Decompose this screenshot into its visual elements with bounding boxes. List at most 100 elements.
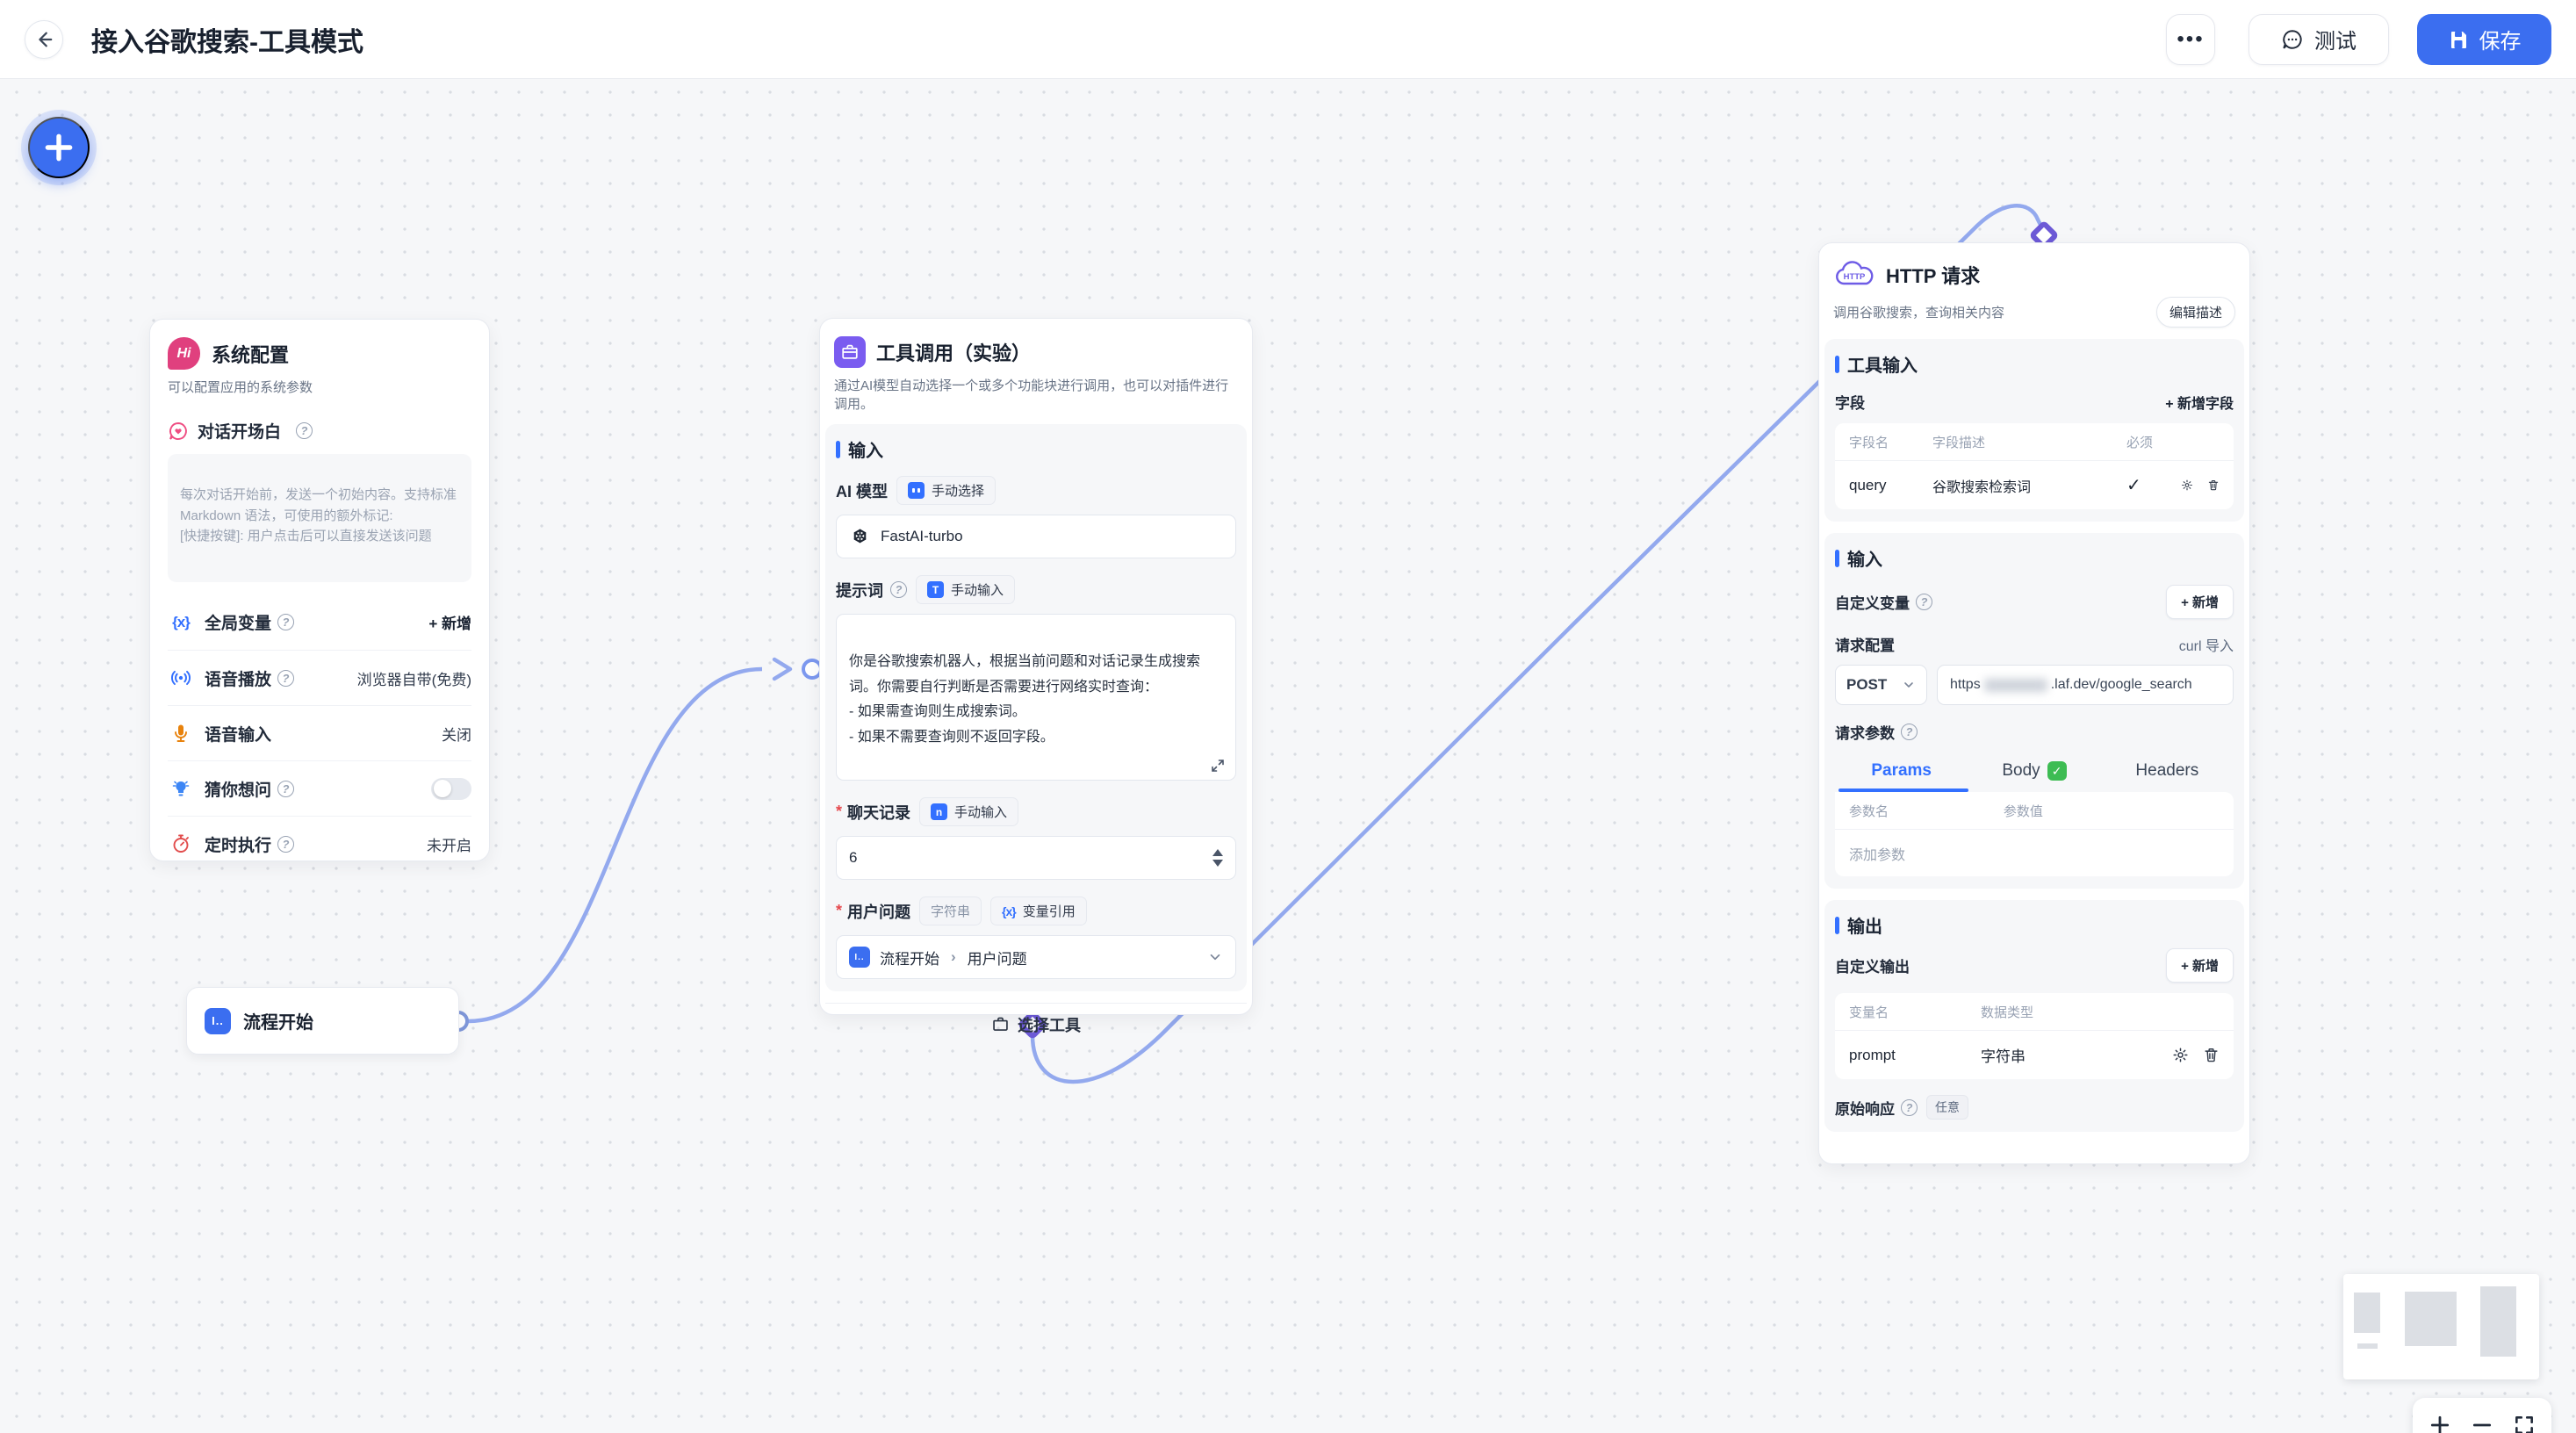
http-subtitle: 调用谷歌搜索，查询相关内容 [1833,306,2005,320]
required-check: ✓ [2126,476,2141,495]
chat-history-number-input[interactable]: 6 [836,836,1236,880]
field-desc: 谷歌搜索检索词 [1932,479,2032,495]
flow-canvas[interactable]: Hi 系统配置 可以配置应用的系统参数 对话开场白 ? 每次对话开始前，发送一个… [0,79,2576,1433]
http-request-node[interactable]: HTTP HTTP 请求 调用谷歌搜索，查询相关内容 编辑描述 工具输入 字段 … [1818,242,2250,1164]
trash-icon[interactable] [2203,1047,2220,1063]
prompt-input-mode-tag[interactable]: T 手动输入 [916,575,1016,604]
output-var-type: 字符串 [1981,1048,2026,1065]
add-variable-button[interactable]: + 新增 [2166,585,2234,619]
variable-ref-tag[interactable]: {x} 变量引用 [990,897,1087,925]
prompt-textarea[interactable]: 你是谷歌搜索机器人，根据当前问题和对话记录生成搜索词。你需要自行判断是否需要进行… [836,614,1236,781]
help-icon[interactable]: ? [277,614,295,630]
test-button[interactable]: 测试 [2249,13,2389,65]
http-tool-input-panel: 工具输入 字段 + 新增字段 字段名 字段描述 必须 query 谷歌搜索检索词 [1824,339,2244,522]
params-table: 参数名 参数值 添加参数 [1835,792,2234,876]
history-input-mode-tag[interactable]: n 手动输入 [919,797,1019,826]
help-icon[interactable]: ? [277,835,295,853]
more-button[interactable]: ••• [2166,13,2215,65]
chevron-down-icon [1904,682,1913,688]
svg-text:HTTP: HTTP [1844,272,1866,282]
openai-logo-icon [853,528,867,543]
more-icon: ••• [2177,26,2205,51]
microphone-icon [175,724,187,742]
test-label: 测试 [2314,30,2357,54]
zoom-out-button[interactable] [2469,1412,2495,1433]
add-variable-action[interactable]: + 新增 [428,616,471,632]
url-input[interactable]: https .laf.dev/google_search [1937,665,2234,705]
robot-icon [908,482,925,499]
tab-body[interactable]: Body ✓ [1968,750,2100,792]
suggested-questions-toggle[interactable] [431,777,471,800]
help-icon[interactable]: ? [1901,1098,1918,1116]
number-stepper[interactable] [1212,849,1223,867]
system-config-title: 系统配置 [212,343,290,366]
zoom-in-button[interactable] [2427,1412,2453,1433]
welcome-textarea[interactable]: 每次对话开始前，发送一个初始内容。支持标准 Markdown 语法，可使用的额外… [168,454,471,582]
fit-view-button[interactable] [2511,1412,2537,1433]
save-button[interactable]: 保存 [2417,13,2551,65]
add-param-row[interactable]: 添加参数 [1835,829,2234,876]
ai-model-select[interactable]: FastAI-turbo [836,515,1236,558]
resize-handle-icon[interactable] [453,565,469,580]
row-suggested-questions[interactable]: 猜你想问? [168,760,471,816]
add-output-button[interactable]: + 新增 [2166,948,2234,983]
gear-icon[interactable] [2172,1047,2189,1063]
trash-icon[interactable] [2207,477,2220,493]
tool-input-panel: 输入 AI 模型 手动选择 FastAI-turbo [825,424,1247,991]
method-select[interactable]: POST [1835,665,1927,705]
http-title: HTTP 请求 [1886,265,1981,287]
target-handle-ring[interactable] [802,659,823,680]
help-icon[interactable]: ? [890,581,907,598]
system-config-header: Hi 系统配置 [168,337,471,370]
edit-description-button[interactable]: 编辑描述 [2155,297,2235,328]
col-param-name: 参数名 [1849,803,1889,819]
curl-import-button[interactable]: curl 导入 [2178,638,2234,654]
help-icon[interactable]: ? [296,422,313,439]
model-select-mode-tag[interactable]: 手动选择 [896,476,997,505]
custom-output-label: 自定义输出 [1835,959,1910,976]
flow-start-node[interactable]: I.. 流程开始 [186,987,459,1055]
braces-x-icon: {x} [1002,904,1017,918]
help-icon[interactable]: ? [277,669,295,687]
add-node-button[interactable] [28,117,90,178]
input-section-title: 输入 [848,442,883,461]
top-bar: 接入谷歌搜索-工具模式 ••• 测试 保存 [0,0,2576,79]
select-tool-button[interactable]: 选择工具 [825,1003,1247,1045]
row-global-variables[interactable]: {x} 全局变量? + 新增 [168,594,471,650]
help-icon[interactable]: ? [277,780,295,797]
minimap-node [2405,1292,2457,1346]
help-icon[interactable]: ? [1901,724,1918,740]
minus-icon [2472,1423,2492,1427]
tab-headers[interactable]: Headers [2135,761,2199,780]
field-row-query[interactable]: query 谷歌搜索检索词 ✓ [1835,460,2234,509]
chat-history-value: 6 [849,849,858,866]
help-icon[interactable]: ? [1916,594,1932,610]
redacted-domain [1983,678,2047,692]
row-voice-input[interactable]: 语音输入 关闭 [168,705,471,760]
row-scheduled-run[interactable]: 定时执行? 未开启 [168,816,471,871]
flow-start-mini-icon: I.. [849,947,870,968]
expand-icon[interactable] [1211,759,1225,773]
body-enabled-icon: ✓ [2047,761,2067,781]
col-field-name: 字段名 [1849,435,1889,450]
output-table: 变量名 数据类型 prompt 字符串 [1835,993,2234,1079]
gear-icon[interactable] [2181,477,2193,493]
tool-call-node[interactable]: 工具调用（实验） 通过AI模型自动选择一个或多个功能块进行调用，也可以对插件进行… [819,318,1253,1034]
output-var-name: prompt [1849,1046,1896,1063]
system-config-node[interactable]: Hi 系统配置 可以配置应用的系统参数 对话开场白 ? 每次对话开始前，发送一个… [149,319,490,861]
fields-label: 字段 [1835,395,1865,412]
voice-playback-value: 浏览器自带(免费) [356,671,471,688]
tab-params[interactable]: Params [1871,761,1932,780]
output-row-prompt[interactable]: prompt 字符串 [1835,1030,2234,1079]
minimap[interactable] [2343,1274,2539,1379]
add-field-button[interactable]: + 新增字段 [2165,396,2234,412]
col-param-value: 参数值 [2003,803,2043,819]
ref-field-name: 用户问题 [967,950,1027,968]
required-mark: * [836,902,843,919]
http-input-panel: 输入 自定义变量? + 新增 请求配置 curl 导入 POST https [1824,533,2244,889]
user-question-select[interactable]: I.. 流程开始 › 用户问题 [836,935,1236,979]
stopwatch-icon [173,834,189,853]
back-button[interactable] [25,19,63,59]
row-voice-playback[interactable]: 语音播放? 浏览器自带(免费) [168,650,471,705]
